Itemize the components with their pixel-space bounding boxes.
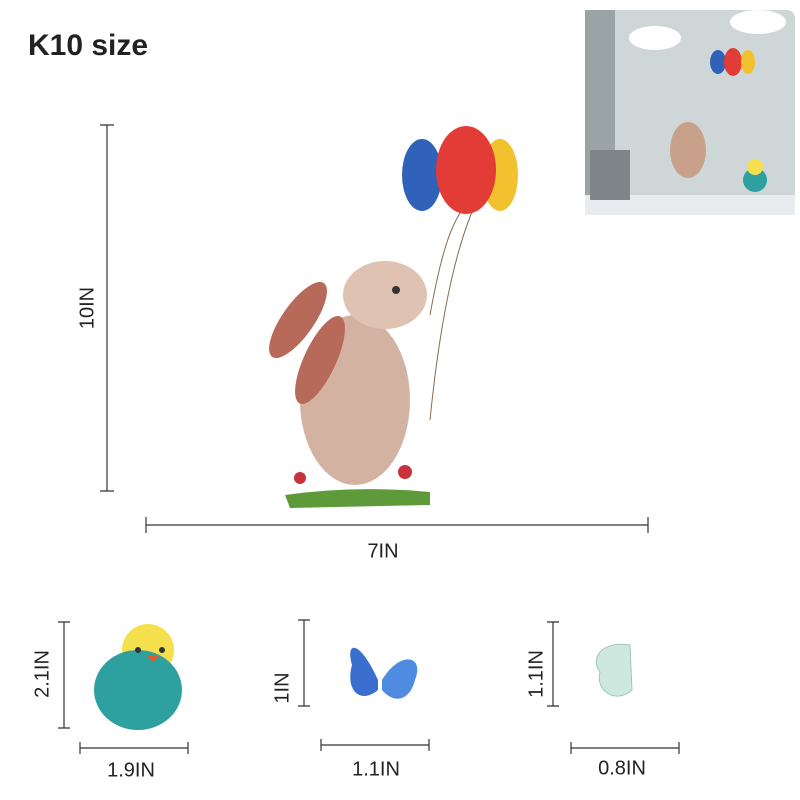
title: K10 size	[28, 29, 148, 62]
width-dimension	[79, 742, 189, 754]
width-dimension	[145, 517, 649, 533]
height-dimension	[58, 621, 70, 729]
height-label: 10IN	[76, 287, 98, 329]
window-photo	[585, 10, 795, 215]
width-dimension	[570, 742, 680, 754]
height-label: 1IN	[271, 672, 293, 703]
chick-illustration	[94, 624, 182, 730]
height-label: 2.1IN	[31, 650, 53, 698]
height-dimension	[100, 124, 114, 492]
width-label: 0.8IN	[598, 757, 646, 779]
width-label: 7IN	[367, 540, 398, 562]
height-label: 1.1IN	[525, 650, 547, 698]
width-label: 1.1IN	[352, 758, 400, 780]
butterfly-illustration	[595, 643, 633, 697]
butterfly-illustration	[350, 647, 418, 699]
width-dimension	[320, 739, 430, 751]
bunny-illustration	[269, 126, 518, 508]
width-label: 1.9IN	[107, 759, 155, 781]
height-dimension	[298, 619, 310, 707]
height-dimension	[547, 621, 559, 707]
